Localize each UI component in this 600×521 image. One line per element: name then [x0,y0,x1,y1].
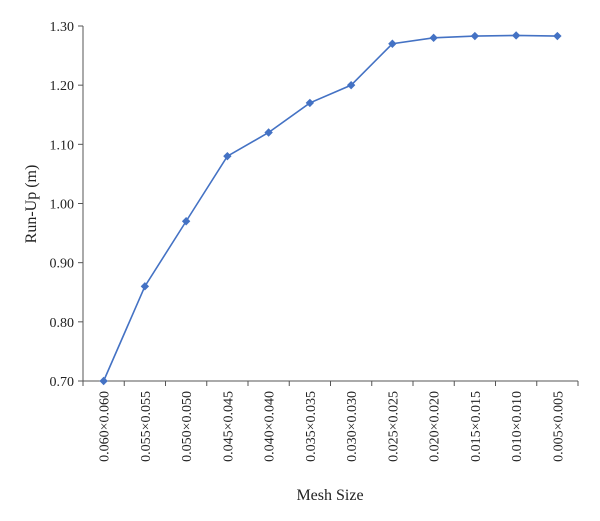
x-tick-label: 0.025×0.025 [386,391,401,462]
series-layer [99,31,562,386]
x-tick-label: 0.015×0.015 [469,391,484,462]
data-point-6 [346,80,356,90]
data-point-0 [99,376,108,386]
y-tick-label: 0.70 [50,375,75,390]
x-axis-title: Mesh Size [296,487,363,504]
series-line [102,34,558,382]
y-tick-label: 1.00 [50,198,75,213]
x-tick-label: 0.050×0.050 [180,391,195,462]
data-point-8 [429,33,438,43]
x-tick-label: 0.060×0.060 [98,391,113,462]
x-tick-label: 0.020×0.020 [428,391,443,462]
data-point-10 [511,31,521,40]
y-axis: 0.70 0.80 0.90 1.00 1.10 1.20 1.30 [50,20,84,390]
data-point-1 [140,282,150,291]
data-point-4 [264,128,273,137]
y-tick-label: 1.10 [50,138,75,153]
y-tick-label: 1.20 [50,79,75,94]
x-tick-label: 0.045×0.045 [221,391,236,462]
data-point-2 [181,217,191,226]
data-point-3 [223,151,232,161]
x-tick-label: 0.055×0.055 [139,391,154,462]
x-tick-label: 0.040×0.040 [263,391,278,462]
data-point-9 [470,31,480,41]
x-tick-label: 0.035×0.035 [304,391,319,462]
y-tick-label: 1.30 [50,20,75,35]
x-ticks: 0.060×0.060 0.055×0.055 0.050×0.050 0.045×0… [82,381,579,462]
data-point-7 [388,39,397,48]
x-tick-label: 0.005×0.005 [551,391,566,462]
y-ticks: 0.70 0.80 0.90 1.00 1.10 1.20 1.30 [50,20,83,390]
x-axis: 0.060×0.060 0.055×0.055 0.050×0.050 0.045×0… [82,380,579,462]
x-tick-label: 0.010×0.010 [510,391,525,462]
x-tick-label: 0.030×0.030 [345,391,360,462]
y-tick-label: 0.90 [50,257,75,272]
data-point-5 [305,98,315,108]
y-tick-label: 0.80 [50,316,75,331]
data-point-11 [553,31,562,41]
y-axis-title: Run-Up (m) [23,165,40,244]
